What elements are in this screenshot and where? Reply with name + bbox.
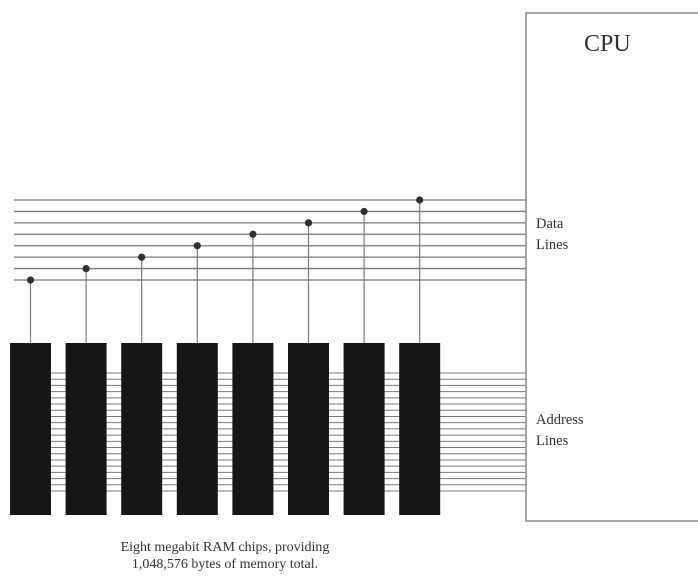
junction-dot bbox=[193, 242, 201, 250]
address-lines-label: Address Lines bbox=[536, 410, 584, 452]
ram-chip bbox=[343, 343, 385, 515]
ram-chip bbox=[10, 343, 51, 515]
junction-dot bbox=[304, 219, 313, 227]
ram-chip bbox=[399, 343, 441, 515]
data-lines-label: Data Lines bbox=[536, 214, 568, 256]
data-lines-label-line-1: Data bbox=[536, 216, 564, 232]
data-lines-label-line-2: Lines bbox=[536, 237, 569, 253]
ram-chips bbox=[10, 343, 441, 515]
chip-data-connections bbox=[26, 196, 424, 343]
ram-chip bbox=[65, 343, 107, 515]
ram-chip bbox=[121, 343, 163, 515]
cpu-box bbox=[525, 12, 698, 522]
junction-dot bbox=[26, 276, 35, 284]
ram-chip bbox=[288, 343, 329, 515]
address-lines-label-line-1: Address bbox=[536, 412, 584, 428]
junction-dot bbox=[249, 230, 257, 238]
ram-chip bbox=[232, 343, 274, 515]
ram-chip bbox=[176, 343, 218, 515]
caption-line-1: Eight megabit RAM chips, providing bbox=[120, 540, 330, 555]
junction-dot bbox=[138, 253, 146, 261]
cpu-label: CPU bbox=[584, 31, 631, 57]
diagram-caption: Eight megabit RAM chips, providing 1,048… bbox=[0, 539, 450, 573]
junction-dot bbox=[416, 196, 424, 204]
junction-dot bbox=[82, 264, 90, 273]
address-lines-label-line-2: Lines bbox=[536, 433, 569, 449]
data-lines bbox=[14, 199, 526, 281]
caption-line-2: 1,048,576 bytes of memory total. bbox=[131, 557, 319, 572]
junction-dot bbox=[360, 207, 368, 216]
